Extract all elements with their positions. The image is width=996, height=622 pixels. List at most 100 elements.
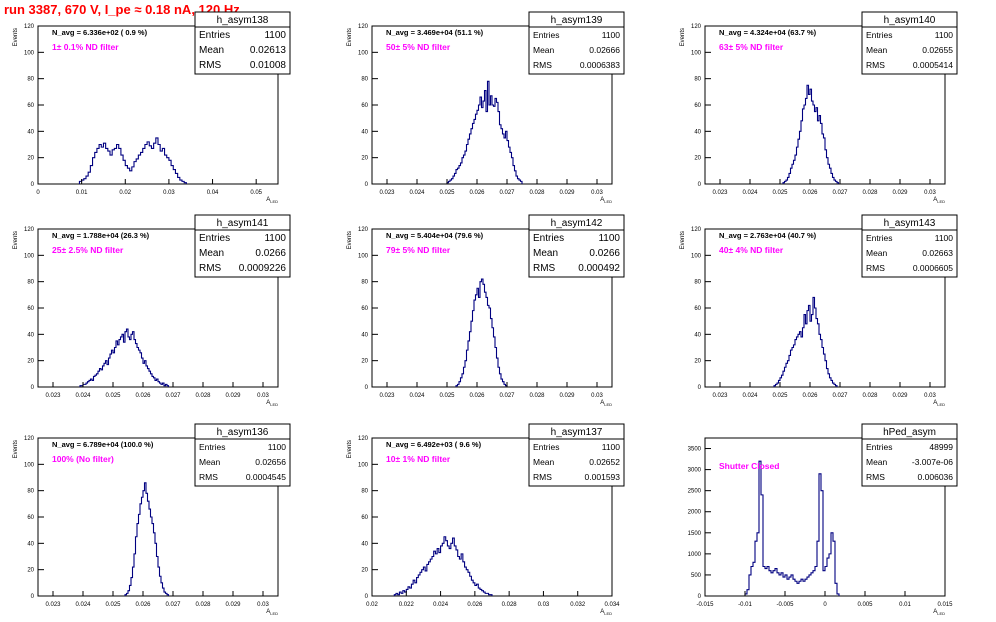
stats-box	[528, 26, 625, 75]
y-axis-label: Events	[347, 28, 353, 46]
x-tick-label: 0.029	[559, 393, 575, 399]
y-tick-label: 60	[361, 515, 368, 521]
stats-box	[194, 229, 291, 278]
stats-value: 1100	[935, 30, 954, 40]
x-tick-label: 0.026	[135, 602, 151, 608]
y-tick-label: 60	[27, 515, 34, 521]
x-tick-label: 0.03	[257, 393, 269, 399]
filter-label: 1± 0.1% ND filter	[52, 42, 119, 52]
x-tick-label: 0.028	[529, 190, 545, 196]
navg-label: N_avg = 4.324e+04 (63.7 %)	[719, 28, 817, 37]
stats-label: RMS	[199, 60, 222, 71]
x-tick-label: 0.03	[257, 602, 269, 608]
stats-label: Mean	[199, 248, 224, 259]
x-tick-label: 0.05	[250, 190, 262, 196]
y-tick-label: 80	[694, 77, 701, 83]
panel-h_asym141: 0.023 0.024 0.025 0.026 0.027 0.028 0.029 0.03 0…	[13, 214, 291, 407]
histogram-line	[446, 80, 523, 184]
y-tick-label: 0	[31, 182, 35, 188]
x-tick-label: 0.03	[591, 393, 603, 399]
panel-hPed_asym: -0.015 -0.01 -0.005 0 0.005 0.01 0.015 0 500 1000…	[688, 423, 958, 616]
stats-value: 0.02655	[922, 45, 953, 55]
x-tick-label: 0.024	[75, 393, 91, 399]
histogram-name-box	[194, 423, 291, 440]
filter-label: 100% (No filter)	[52, 454, 114, 464]
y-tick-label: 20	[361, 156, 368, 162]
stats-value: 0.0006383	[580, 60, 620, 70]
stats-label: RMS	[866, 263, 885, 273]
stats-label: Mean	[199, 457, 221, 467]
x-tick-label: 0.024	[409, 190, 425, 196]
y-tick-label: 40	[27, 129, 34, 135]
panel-h_asym137: 0.02 0.022 0.024 0.026 0.028 0.03 0.032 0.034 0 2…	[347, 423, 625, 616]
x-tick-label: 0.028	[502, 602, 518, 608]
x-axis-label: ALED	[600, 197, 612, 204]
y-tick-label: 1000	[688, 552, 702, 558]
histogram-name: h_asym138	[217, 15, 269, 26]
stats-value: 1100	[264, 30, 286, 41]
x-tick-label: 0.026	[469, 393, 485, 399]
y-tick-label: 20	[27, 156, 34, 162]
histogram-name-box	[861, 423, 958, 440]
stats-label: RMS	[533, 263, 556, 274]
filter-label: 63± 5% ND filter	[719, 42, 784, 52]
y-tick-label: 100	[24, 253, 35, 259]
y-tick-label: 100	[358, 462, 369, 468]
y-tick-label: 0	[365, 385, 369, 391]
stats-label: Mean	[533, 457, 555, 467]
x-tick-label: 0.034	[604, 602, 620, 608]
x-tick-label: 0.026	[802, 393, 818, 399]
stats-value: 0.0266	[255, 248, 286, 259]
x-tick-label: 0.023	[45, 393, 61, 399]
x-tick-label: 0.03	[924, 190, 936, 196]
x-tick-label: 0.04	[207, 190, 219, 196]
y-tick-label: 100	[691, 50, 702, 56]
y-axis-label: Events	[13, 231, 19, 249]
stats-label: RMS	[866, 472, 885, 482]
histogram-line	[393, 536, 493, 596]
histogram-name: h_asym142	[551, 218, 603, 229]
x-axis-label: ALED	[600, 400, 612, 407]
x-tick-label: 0.024	[75, 602, 91, 608]
stats-box	[528, 438, 625, 487]
histogram-name-box	[528, 11, 625, 28]
panel-h_asym140: 0.023 0.024 0.025 0.026 0.027 0.028 0.029 0.03 0…	[680, 11, 958, 204]
stats-value: 1100	[598, 233, 620, 244]
x-tick-label: 0.027	[165, 393, 181, 399]
stats-value: 0.01008	[250, 60, 287, 71]
x-tick-label: 0.027	[832, 393, 848, 399]
x-tick-label: 0.029	[225, 393, 241, 399]
y-tick-label: 3500	[688, 447, 702, 453]
stats-value: 1100	[935, 233, 954, 243]
stats-value: 0.0004545	[246, 472, 286, 482]
x-tick-label: 0.026	[467, 602, 483, 608]
x-tick-label: 0.025	[105, 393, 121, 399]
histogram-line	[455, 278, 508, 387]
x-axis-label: ALED	[266, 400, 278, 407]
y-tick-label: 80	[361, 77, 368, 83]
x-tick-label: 0.027	[499, 190, 515, 196]
y-tick-label: 0	[365, 594, 369, 600]
y-tick-label: 120	[358, 436, 369, 442]
filter-label: 50± 5% ND filter	[386, 42, 451, 52]
y-tick-label: 80	[27, 489, 34, 495]
x-tick-label: 0.03	[591, 190, 603, 196]
stats-label: Mean	[199, 45, 224, 56]
x-tick-label: 0.027	[165, 602, 181, 608]
histogram-name-box	[528, 214, 625, 231]
y-tick-label: 120	[24, 436, 35, 442]
run-title: run 3387, 670 V, I_pe ≈ 0.18 nA, 120 Hz	[4, 2, 240, 17]
x-tick-label: -0.01	[738, 602, 752, 608]
stats-value: 48999	[929, 442, 953, 452]
stats-value: 1100	[268, 442, 287, 452]
y-tick-label: 60	[27, 103, 34, 109]
y-tick-label: 60	[694, 306, 701, 312]
x-tick-label: 0.029	[892, 190, 908, 196]
y-tick-label: 3000	[688, 468, 702, 474]
stats-box	[861, 438, 958, 487]
navg-label: N_avg = 5.404e+04 (79.6 %)	[386, 231, 484, 240]
y-tick-label: 40	[27, 541, 34, 547]
stats-value: 0.0005414	[913, 60, 953, 70]
stats-value: 0.000492	[578, 263, 620, 274]
histogram-name-box	[861, 214, 958, 231]
